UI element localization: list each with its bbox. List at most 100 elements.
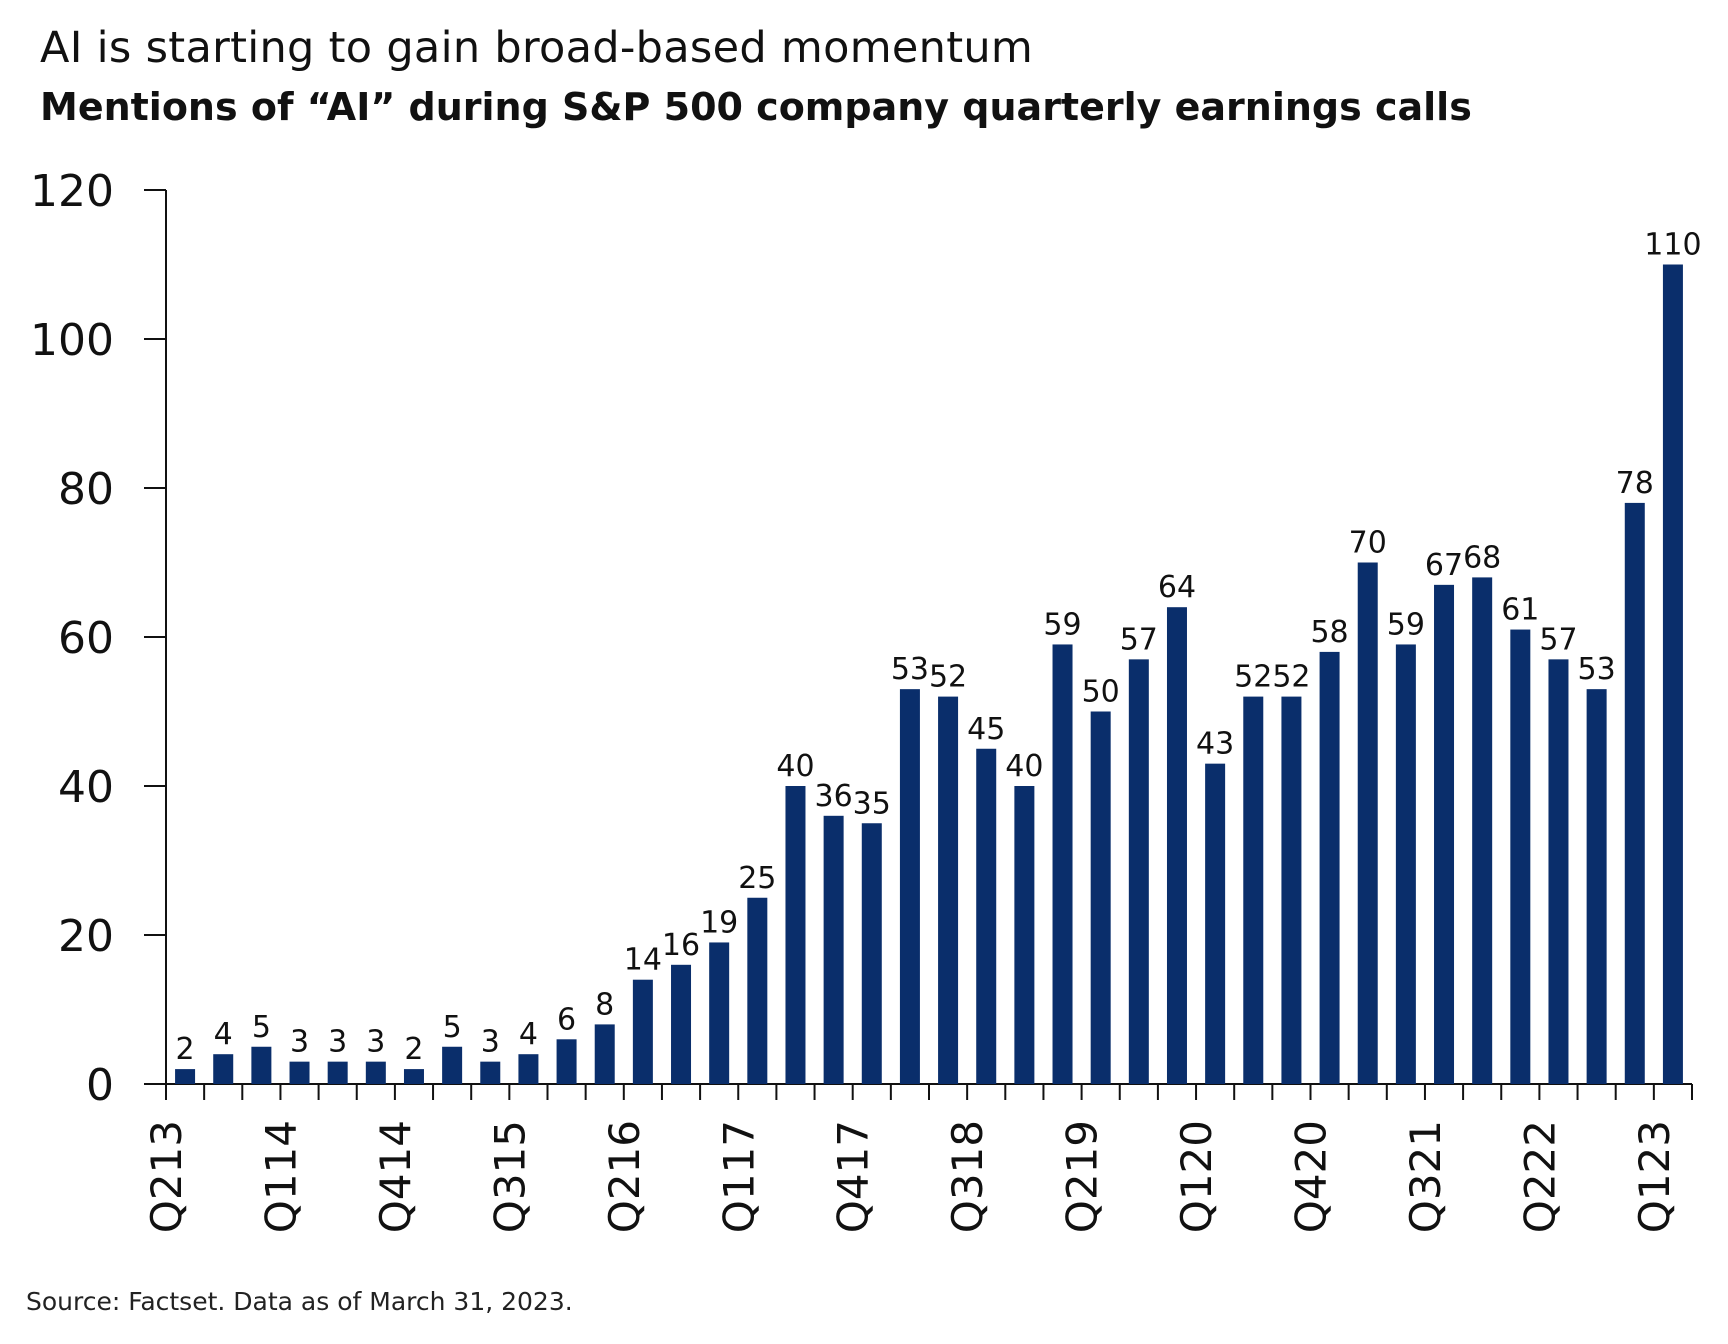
data-label: 61 bbox=[1501, 593, 1539, 628]
bar bbox=[1510, 629, 1531, 1084]
x-tick-label: Q120 bbox=[1172, 1120, 1221, 1233]
data-label: 70 bbox=[1349, 526, 1387, 561]
data-label: 57 bbox=[1120, 622, 1158, 657]
data-label: 5 bbox=[443, 1010, 462, 1045]
data-label: 8 bbox=[595, 987, 614, 1022]
data-label: 3 bbox=[366, 1025, 385, 1060]
bar bbox=[1014, 786, 1035, 1084]
data-label: 36 bbox=[815, 779, 853, 814]
bar bbox=[289, 1061, 310, 1084]
data-label: 67 bbox=[1425, 548, 1463, 583]
bar bbox=[785, 786, 806, 1084]
data-label: 59 bbox=[1043, 607, 1081, 642]
bar bbox=[899, 689, 920, 1084]
data-label: 59 bbox=[1387, 607, 1425, 642]
bar bbox=[1319, 651, 1340, 1084]
bar bbox=[632, 979, 653, 1084]
bar bbox=[976, 748, 997, 1084]
data-label: 14 bbox=[624, 943, 662, 978]
x-tick-label: Q315 bbox=[485, 1120, 534, 1233]
data-label: 78 bbox=[1616, 466, 1654, 501]
bar bbox=[747, 897, 768, 1084]
bar bbox=[1395, 644, 1416, 1084]
bar bbox=[1548, 659, 1569, 1084]
x-tick-label: Q114 bbox=[256, 1120, 305, 1233]
x-tick-label: Q420 bbox=[1287, 1120, 1336, 1233]
data-label: 68 bbox=[1463, 540, 1501, 575]
bar bbox=[1586, 689, 1607, 1084]
data-label: 6 bbox=[557, 1002, 576, 1037]
bar bbox=[1472, 577, 1493, 1084]
bar bbox=[327, 1061, 348, 1084]
x-tick-label: Q222 bbox=[1515, 1120, 1564, 1233]
data-label: 3 bbox=[290, 1025, 309, 1060]
data-label: 2 bbox=[404, 1032, 423, 1067]
data-label: 43 bbox=[1196, 727, 1234, 762]
x-axis: Q213 Q114 Q414 Q315 Q216 Q117 Q417 Q318 Q219 Q120… bbox=[142, 1083, 1693, 1233]
data-label: 110 bbox=[1644, 228, 1701, 263]
bar bbox=[442, 1046, 463, 1084]
data-label: 58 bbox=[1310, 615, 1348, 650]
bar bbox=[1052, 644, 1073, 1084]
bar bbox=[1090, 711, 1111, 1084]
bar bbox=[1205, 763, 1226, 1084]
data-label: 53 bbox=[1578, 652, 1616, 687]
data-label: 25 bbox=[738, 861, 776, 896]
bar bbox=[365, 1061, 386, 1084]
data-label: 5 bbox=[252, 1010, 271, 1045]
data-label: 4 bbox=[214, 1017, 233, 1052]
bar bbox=[1662, 264, 1683, 1084]
x-tick-label: Q213 bbox=[142, 1120, 191, 1233]
data-label: 52 bbox=[1234, 660, 1272, 695]
x-tick-label: Q318 bbox=[943, 1120, 992, 1233]
data-label: 64 bbox=[1158, 570, 1196, 605]
data-label: 40 bbox=[776, 749, 814, 784]
bar bbox=[1434, 584, 1455, 1084]
data-label: 52 bbox=[929, 660, 967, 695]
data-label: 16 bbox=[662, 928, 700, 963]
bar bbox=[518, 1054, 539, 1084]
x-tick-label: Q219 bbox=[1058, 1120, 1107, 1233]
chart-subtitle: Mentions of “AI” during S&P 500 company … bbox=[40, 85, 1472, 129]
bar bbox=[594, 1024, 615, 1084]
data-label: 45 bbox=[967, 712, 1005, 747]
bar bbox=[861, 823, 882, 1084]
x-tick-label: Q414 bbox=[371, 1120, 420, 1233]
data-label: 3 bbox=[481, 1025, 500, 1060]
bar bbox=[213, 1054, 234, 1084]
y-tick-label: 40 bbox=[58, 762, 114, 813]
data-label: 50 bbox=[1082, 675, 1120, 710]
bar bbox=[556, 1039, 577, 1084]
data-label: 2 bbox=[176, 1032, 195, 1067]
x-tick-label: Q321 bbox=[1401, 1120, 1450, 1233]
y-tick-label: 60 bbox=[58, 613, 114, 664]
bar-chart: 0 20 40 60 80 100 120 Q213 Q114 Q414 Q315 Q216 Q117… bbox=[30, 166, 1702, 1233]
chart-title: AI is starting to gain broad-based momen… bbox=[40, 23, 1034, 73]
bar bbox=[1357, 562, 1378, 1084]
x-tick-label: Q216 bbox=[600, 1120, 649, 1233]
data-label: 35 bbox=[853, 786, 891, 821]
data-label: 57 bbox=[1539, 622, 1577, 657]
bar bbox=[480, 1061, 501, 1084]
data-label: 19 bbox=[700, 905, 738, 940]
bar bbox=[175, 1069, 196, 1084]
y-tick-label: 120 bbox=[30, 166, 114, 217]
x-tick-label: Q417 bbox=[829, 1120, 878, 1233]
bar bbox=[938, 696, 959, 1084]
data-label: 4 bbox=[519, 1017, 538, 1052]
y-tick-label: 20 bbox=[58, 911, 114, 962]
y-axis: 0 20 40 60 80 100 120 bbox=[30, 166, 167, 1111]
bar bbox=[1624, 502, 1645, 1084]
bar bbox=[1128, 659, 1149, 1084]
data-label: 3 bbox=[328, 1025, 347, 1060]
bar bbox=[823, 815, 844, 1084]
bar bbox=[1281, 696, 1302, 1084]
bar bbox=[251, 1046, 272, 1084]
source-note: Source: Factset. Data as of March 31, 20… bbox=[26, 1287, 573, 1316]
bars bbox=[175, 264, 1683, 1084]
y-tick-label: 80 bbox=[58, 464, 114, 515]
x-tick-label: Q123 bbox=[1630, 1120, 1679, 1233]
bar bbox=[671, 964, 692, 1084]
data-label: 53 bbox=[891, 652, 929, 687]
